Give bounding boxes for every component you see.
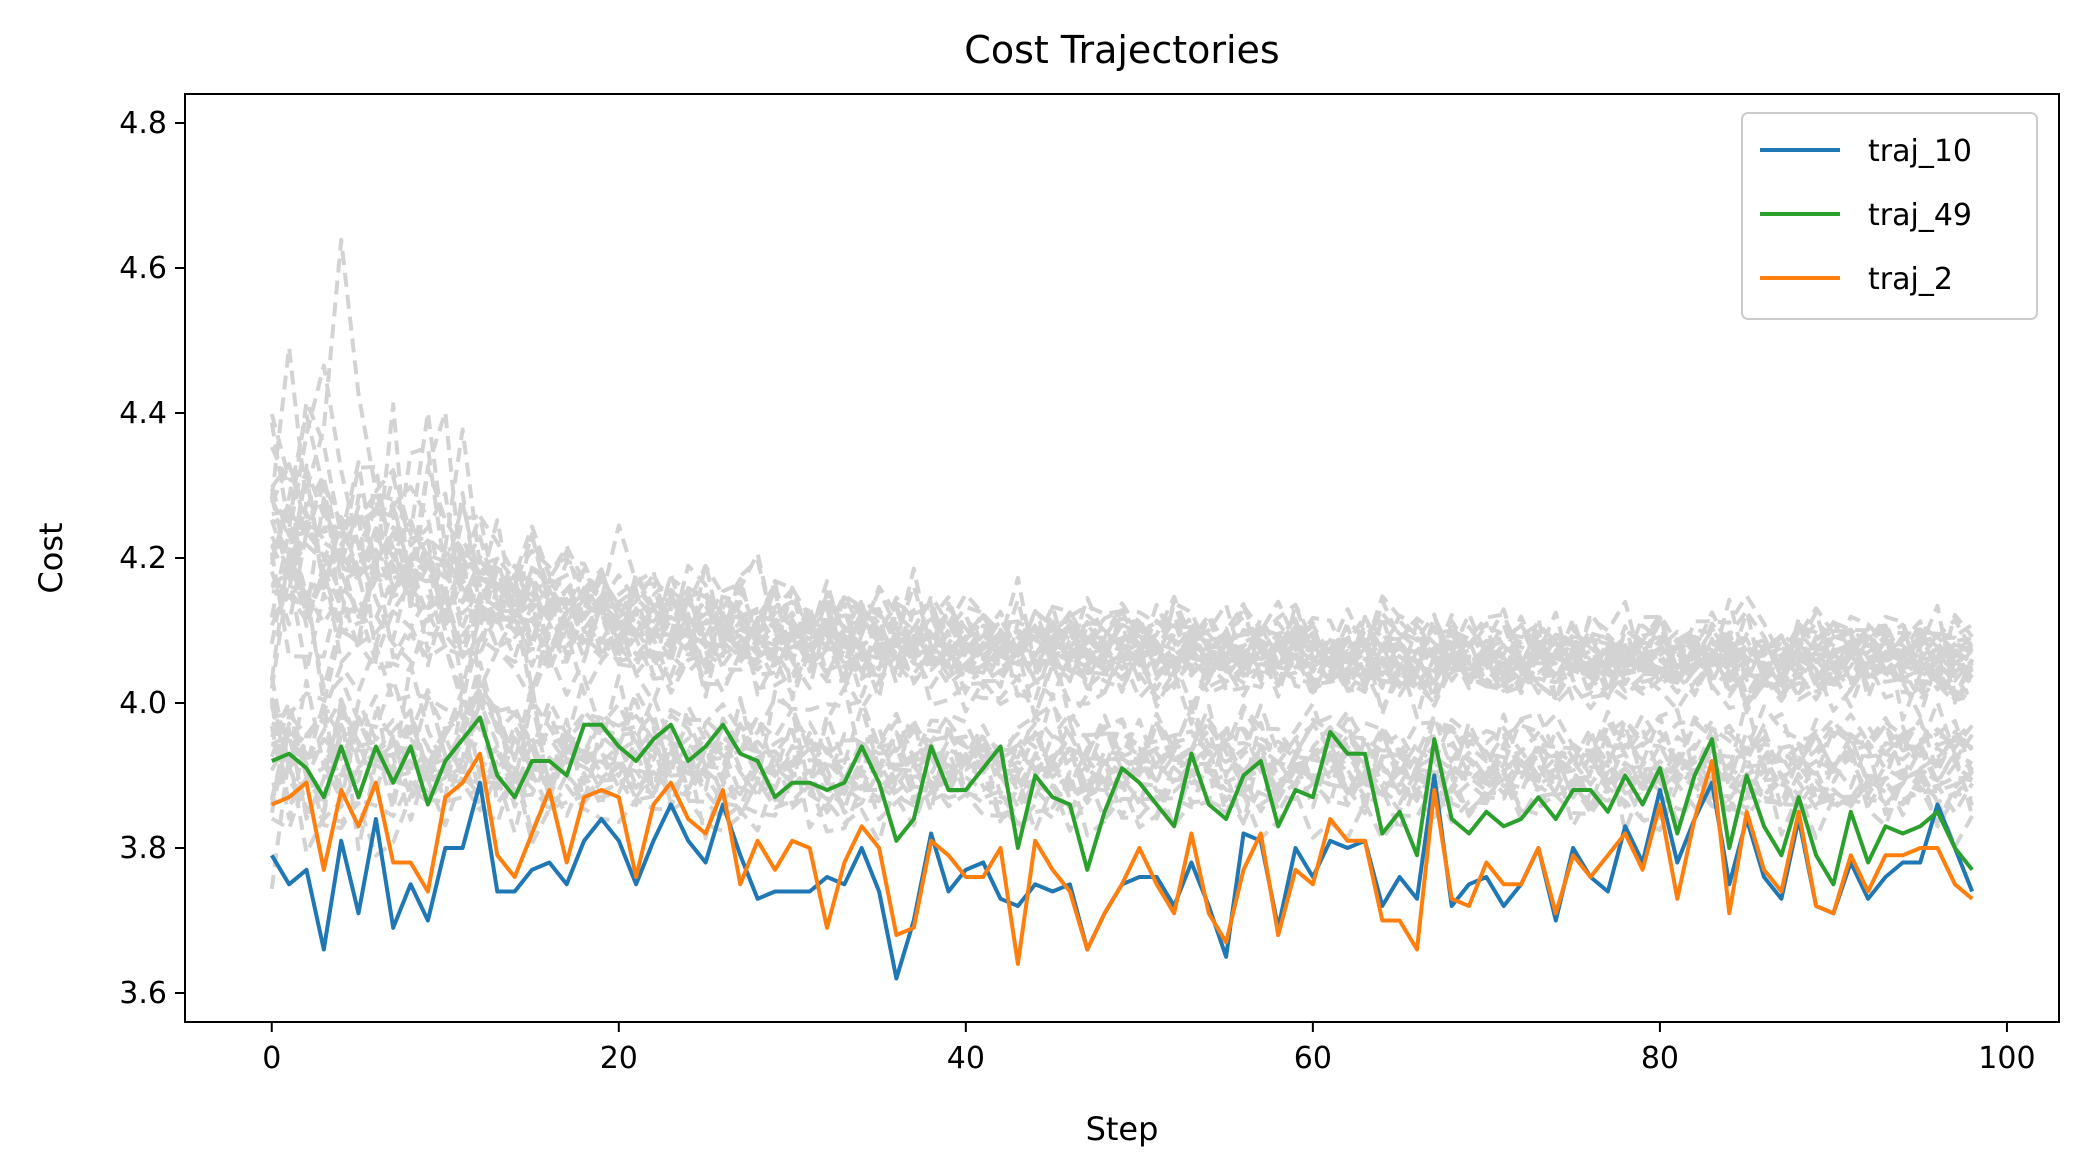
- x-tick-label: 0: [262, 1041, 281, 1076]
- background-trajectory-line: [269, 345, 1974, 702]
- background-trajectory-line: [269, 498, 1974, 683]
- legend-label-traj-49: traj_49: [1868, 198, 1972, 233]
- x-tick-label: 20: [600, 1041, 638, 1076]
- x-tick-label: 40: [947, 1041, 985, 1076]
- background-trajectory-line: [269, 679, 1974, 793]
- y-tick-label: 4.2: [119, 541, 167, 576]
- legend-label-traj-2: traj_2: [1868, 262, 1953, 297]
- y-tick-label: 3.6: [119, 976, 167, 1011]
- highlighted-trajectories: [270, 715, 1975, 981]
- chart-title: Cost Trajectories: [964, 28, 1279, 72]
- x-tick-label: 80: [1641, 1041, 1679, 1076]
- background-trajectory-line: [269, 552, 1974, 711]
- x-axis-label: Step: [1086, 1110, 1159, 1148]
- x-axis-ticks: 0 20 40 60 80 100: [262, 1022, 2036, 1076]
- y-tick-label: 3.8: [119, 831, 167, 866]
- legend-box: [1741, 112, 2038, 320]
- background-trajectory-line: [270, 475, 1975, 705]
- background-trajectory-line: [269, 672, 1974, 792]
- y-tick-label: 4.0: [119, 686, 167, 721]
- y-tick-label: 4.4: [119, 396, 167, 431]
- background-trajectory-line: [270, 660, 1974, 802]
- x-tick-label: 60: [1294, 1041, 1332, 1076]
- background-trajectory-line: [269, 467, 1973, 677]
- background-trajectory-line: [271, 481, 1973, 720]
- background-trajectory-line: [269, 584, 1973, 726]
- y-tick-label: 4.6: [119, 251, 167, 286]
- y-tick-label: 4.8: [119, 106, 167, 141]
- series-line-traj-2: [271, 751, 1974, 966]
- y-axis-label: Cost: [32, 522, 70, 593]
- y-axis-ticks: 3.6 3.8 4.0 4.2 4.4 4.6 4.8: [119, 106, 185, 1011]
- background-trajectory-line: [270, 501, 1974, 681]
- series-line-traj-49: [271, 715, 1974, 887]
- x-tick-label: 100: [1978, 1041, 2035, 1076]
- legend-label-traj-10: traj_10: [1868, 134, 1972, 169]
- background-trajectory-line: [269, 237, 1974, 700]
- background-trajectories: [269, 237, 1975, 890]
- background-trajectory-line: [270, 558, 1973, 720]
- legend: traj_10 traj_49 traj_2: [1741, 112, 2038, 320]
- background-trajectory-line: [269, 721, 1974, 844]
- background-trajectory-line: [270, 535, 1974, 694]
- background-trajectory-line: [269, 412, 1974, 689]
